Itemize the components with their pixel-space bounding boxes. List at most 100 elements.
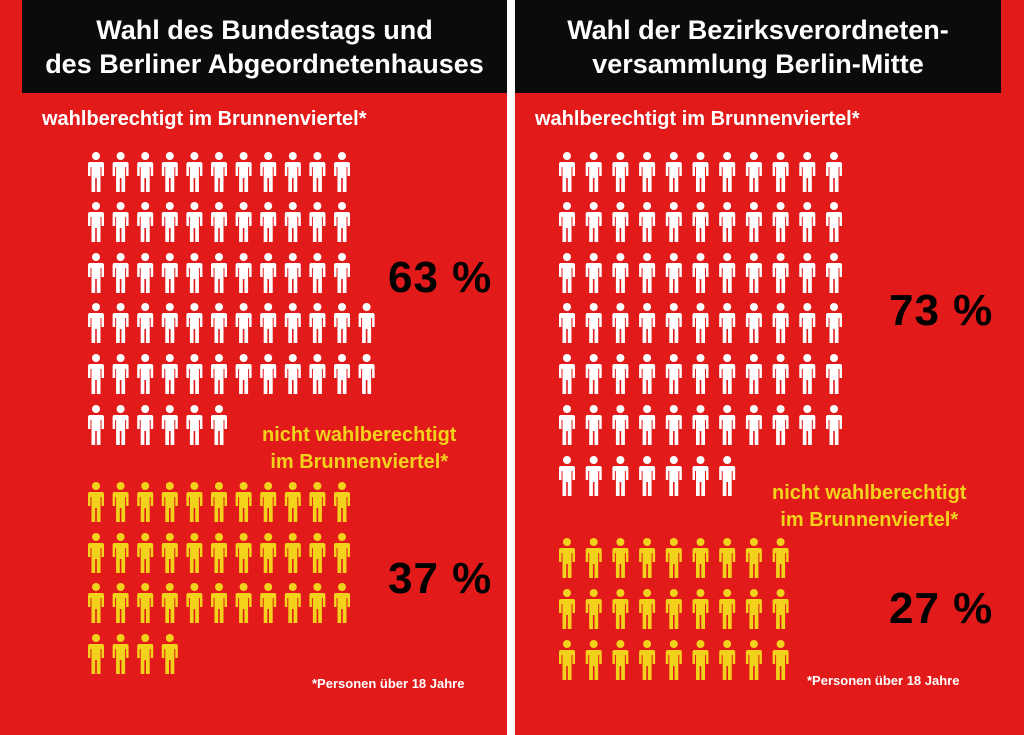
person-icon [137, 405, 154, 445]
person-icon [772, 640, 789, 680]
person-icon [612, 456, 629, 496]
person-icon [745, 538, 762, 578]
person-icon [284, 253, 301, 293]
person-icon [719, 354, 736, 394]
person-icon [309, 533, 326, 573]
person-icon [186, 152, 203, 192]
person-icon [235, 303, 252, 343]
ineligible-label-line-1: nicht wahlberechtigt [262, 424, 457, 446]
person-icon [88, 253, 104, 293]
person-icon [112, 482, 129, 522]
person-icon [161, 583, 178, 623]
person-icon [334, 583, 350, 623]
person-icon [692, 202, 709, 242]
person-icon [559, 253, 575, 293]
panel-title: Wahl des Bundestags und des Berliner Abg… [22, 0, 507, 93]
person-icon [88, 583, 104, 623]
person-icon [799, 303, 816, 343]
person-icon [719, 152, 736, 192]
person-icon [612, 202, 629, 242]
person-icon [309, 152, 326, 192]
person-icon [559, 354, 575, 394]
person-icon [612, 253, 629, 293]
person-icon [719, 202, 736, 242]
person-icon [137, 634, 154, 674]
title-line-1: Wahl des Bundestags und [96, 14, 433, 45]
person-icon [260, 583, 277, 623]
person-icon [719, 640, 736, 680]
person-icon [639, 202, 656, 242]
person-icon [772, 589, 789, 629]
person-icon [692, 589, 709, 629]
person-icon [88, 354, 104, 394]
person-icon [585, 253, 602, 293]
ineligible-percent: 37 % [388, 554, 493, 603]
eligible-percent: 73 % [889, 286, 994, 335]
ineligible-percent: 27 % [889, 584, 994, 633]
person-icon [284, 152, 301, 192]
person-icon [235, 533, 252, 573]
person-icon [211, 533, 227, 573]
person-icon [137, 482, 154, 522]
person-icon [186, 533, 203, 573]
footnote: *Personen über 18 Jahre [807, 673, 960, 688]
person-icon [559, 405, 575, 445]
person-icon [585, 589, 602, 629]
person-icon [719, 405, 736, 445]
person-icon [161, 152, 178, 192]
person-icon [112, 405, 129, 445]
person-icon [612, 152, 629, 192]
person-icon [137, 202, 154, 242]
person-icon [585, 405, 602, 445]
person-icon [719, 253, 736, 293]
person-icon [826, 303, 842, 343]
title-line-2: des Berliner Abgeordnetenhauses [45, 48, 484, 79]
ineligible-label: nicht wahlberechtigt im Brunnenviertel* [772, 480, 966, 534]
person-icon [772, 303, 789, 343]
person-icon [559, 538, 575, 578]
person-icon [88, 634, 104, 674]
person-icon [772, 405, 789, 445]
person-icon [612, 405, 629, 445]
person-icon [235, 253, 252, 293]
person-icon [612, 303, 629, 343]
person-icon [665, 303, 682, 343]
person-icon [639, 589, 656, 629]
person-icon [211, 354, 227, 394]
person-icon [309, 354, 326, 394]
person-icon [665, 354, 682, 394]
person-icon [211, 303, 227, 343]
person-icon [284, 354, 301, 394]
person-icon [665, 589, 682, 629]
person-icon [745, 202, 762, 242]
person-icon [612, 354, 629, 394]
person-icon [826, 405, 842, 445]
person-icon [799, 253, 816, 293]
person-icon [260, 533, 277, 573]
person-icon [719, 589, 736, 629]
person-icon [211, 583, 227, 623]
person-icon [137, 533, 154, 573]
person-icon [639, 456, 656, 496]
person-icon [235, 202, 252, 242]
person-icon [692, 303, 709, 343]
person-icon [112, 202, 129, 242]
person-icon [161, 253, 178, 293]
person-icon [358, 354, 375, 394]
person-icon [559, 456, 575, 496]
person-icon [88, 152, 104, 192]
person-icon [309, 482, 326, 522]
person-icon [235, 482, 252, 522]
person-icon [137, 354, 154, 394]
person-icon [665, 456, 682, 496]
person-icon [612, 589, 629, 629]
ineligible-label-line-1: nicht wahlberechtigt [772, 482, 967, 504]
person-icon [559, 202, 575, 242]
person-icon [88, 482, 104, 522]
person-icon [309, 303, 326, 343]
person-icon [772, 152, 789, 192]
person-icon [585, 456, 602, 496]
person-icon [665, 152, 682, 192]
person-icon [826, 202, 842, 242]
eligible-label: wahlberechtigt im Brunnenviertel* [535, 108, 860, 130]
